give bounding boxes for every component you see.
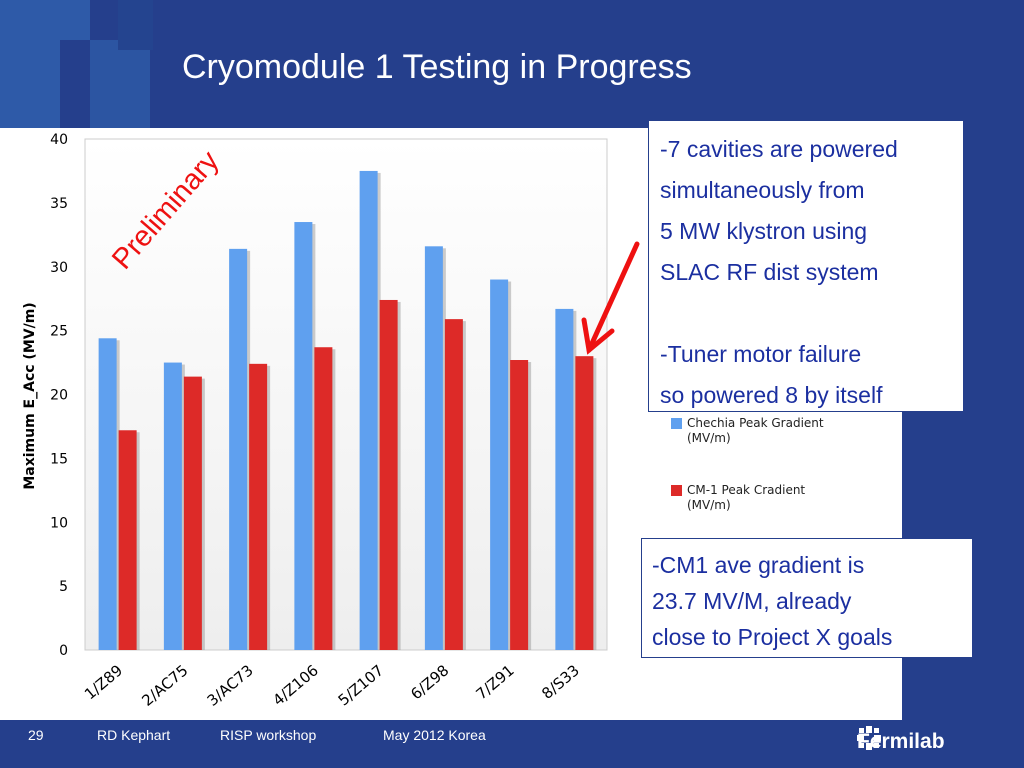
bar-chart: 0 5 10 15 20 25 30 35 40 1/Z89 2/AC75 3/AC73 4/Z106…	[22, 132, 824, 710]
x-tick-label: 4/Z106	[269, 661, 322, 709]
bar-chechia	[424, 246, 443, 650]
corner-decoration	[0, 0, 153, 128]
arrow	[581, 241, 640, 355]
legend-label-chechia: Chechia Peak Gradient	[687, 416, 824, 430]
slide-title: Cryomodule 1 Testing in Progress	[182, 48, 692, 86]
bar-chechia	[490, 279, 509, 650]
bar-cm1	[379, 299, 398, 650]
bar-cm1	[249, 363, 268, 650]
y-tick-label: 0	[59, 643, 68, 659]
page-number: 29	[28, 727, 44, 743]
legend-swatch-cm1	[671, 485, 682, 496]
footer-author: RD Kephart	[97, 727, 171, 743]
legend-swatch-chechia	[671, 418, 682, 429]
footer: 29 RD Kephart RISP workshop May 2012 Kor…	[0, 720, 1024, 768]
powering-note-line: -Tuner motor failure	[660, 341, 862, 367]
bar-cm1	[444, 319, 463, 650]
x-tick-label: 5/Z107	[335, 661, 388, 709]
y-tick-label: 15	[50, 451, 68, 467]
footer-event: RISP workshop	[220, 727, 317, 743]
legend-label-cm1-unit: (MV/m)	[687, 498, 731, 512]
y-tick-label: 25	[50, 324, 68, 340]
x-tick-label: 1/Z89	[81, 661, 126, 703]
y-tick-label: 10	[50, 515, 68, 531]
fermilab-wordmark: Fermilab	[857, 730, 945, 753]
bar-chechia	[359, 170, 378, 650]
x-tick-label: 3/AC73	[204, 661, 257, 710]
y-tick-label: 20	[50, 388, 68, 404]
x-axis-ticks: 1/Z89 2/AC75 3/AC73 4/Z106 5/Z107 6/Z98 7/Z91 8…	[81, 661, 583, 710]
fermilab-logo: Fermilab	[857, 723, 945, 753]
bar-cm1	[314, 347, 333, 650]
fermilab-icon	[857, 726, 881, 750]
bar-cm1	[183, 376, 202, 650]
footer-date: May 2012 Korea	[383, 727, 486, 743]
bar-chechia	[229, 248, 248, 650]
y-tick-label: 30	[50, 260, 68, 276]
bar-chechia	[555, 308, 574, 650]
x-tick-label: 2/AC75	[138, 661, 191, 710]
note-spacer	[660, 293, 963, 334]
powering-note-line: SLAC RF dist system	[660, 259, 879, 285]
bar-chechia	[98, 338, 117, 650]
y-tick-label: 5	[59, 579, 68, 595]
y-tick-label: 35	[50, 196, 68, 212]
gradient-note-box: -CM1 ave gradient is 23.7 MV/M, already …	[641, 538, 973, 658]
legend-label-chechia-unit: (MV/m)	[687, 431, 731, 445]
powering-note-box: -7 cavities are powered simultaneously f…	[648, 120, 964, 412]
powering-note-line: simultaneously from	[660, 177, 865, 203]
x-tick-label: 8/S33	[538, 661, 583, 703]
legend-label-cm1: CM-1 Peak Cradient	[687, 483, 805, 497]
gradient-note-line: 23.7 MV/M, already	[652, 588, 852, 614]
gradient-note-line: -CM1 ave gradient is	[652, 552, 865, 578]
bar-chechia	[294, 222, 313, 650]
powering-note-line: 5 MW klystron using	[660, 218, 868, 244]
legend: Chechia Peak Gradient (MV/m) CM-1 Peak C…	[671, 416, 824, 512]
y-tick-label: 40	[50, 132, 68, 148]
bar-chechia	[163, 362, 182, 650]
bar-cm1	[510, 360, 529, 650]
y-axis-ticks: 0 5 10 15 20 25 30 35 40	[50, 132, 68, 659]
bar-cm1	[575, 356, 594, 650]
x-tick-label: 7/Z91	[472, 661, 517, 703]
powering-note-line: -7 cavities are powered	[660, 136, 898, 162]
y-axis-label: Maximum E_Acc (MV/m)	[22, 302, 38, 489]
gradient-note-line: close to Project X goals	[652, 624, 893, 650]
bars	[98, 170, 597, 650]
powering-note-line: so powered 8 by itself	[660, 382, 883, 408]
bar-cm1	[118, 430, 137, 650]
x-tick-label: 6/Z98	[407, 661, 452, 703]
